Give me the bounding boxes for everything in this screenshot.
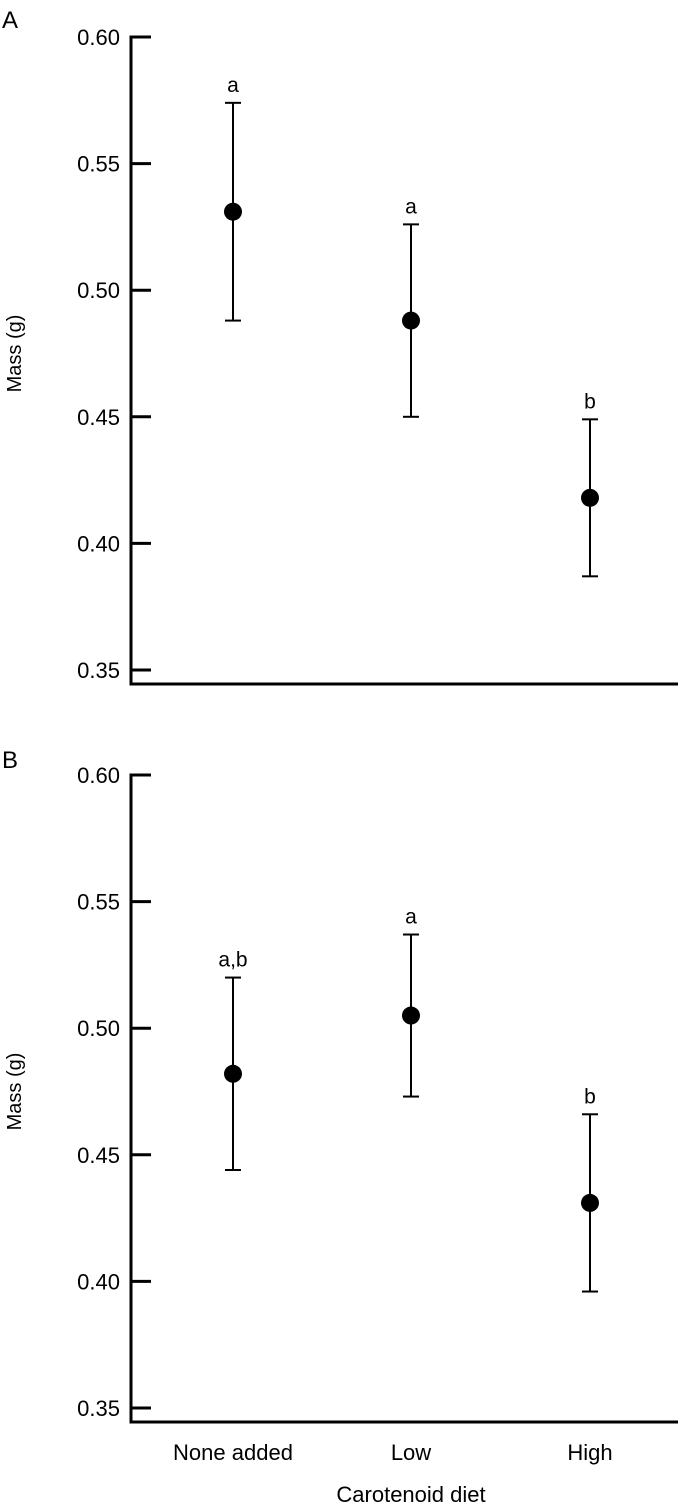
significance-label: a,b <box>218 949 247 972</box>
x-tick-label: None added <box>173 1440 293 1465</box>
x-tick-label: Low <box>391 1440 431 1465</box>
significance-label: b <box>584 1085 596 1108</box>
x-axis-label: Carotenoid diet <box>336 1482 485 1507</box>
data-point <box>224 1064 242 1083</box>
panel-label: A <box>2 7 18 34</box>
data-point <box>581 1193 599 1212</box>
y-tick-label: 0.40 <box>77 1269 120 1294</box>
y-tick-label: 0.60 <box>77 25 120 50</box>
y-axis-label: Mass (g) <box>4 315 26 393</box>
significance-label: a <box>405 906 417 929</box>
y-tick-label: 0.50 <box>77 1016 120 1041</box>
y-tick-label: 0.45 <box>77 1143 120 1168</box>
data-point <box>402 311 420 330</box>
significance-label: a <box>227 74 239 97</box>
y-axis-label: Mass (g) <box>4 1053 26 1131</box>
significance-label: b <box>584 390 596 413</box>
significance-label: a <box>405 195 417 218</box>
y-tick-label: 0.55 <box>77 152 120 177</box>
y-tick-label: 0.40 <box>77 531 120 556</box>
data-point <box>581 488 599 507</box>
data-point <box>402 1006 420 1025</box>
y-tick-label: 0.35 <box>77 1396 120 1421</box>
x-tick-label: High <box>567 1440 612 1465</box>
y-tick-label: 0.45 <box>77 405 120 430</box>
data-point <box>224 202 242 221</box>
y-tick-label: 0.50 <box>77 278 120 303</box>
y-tick-label: 0.55 <box>77 890 120 915</box>
y-tick-label: 0.60 <box>77 763 120 788</box>
panel-label: B <box>2 747 18 774</box>
y-tick-label: 0.35 <box>77 658 120 683</box>
